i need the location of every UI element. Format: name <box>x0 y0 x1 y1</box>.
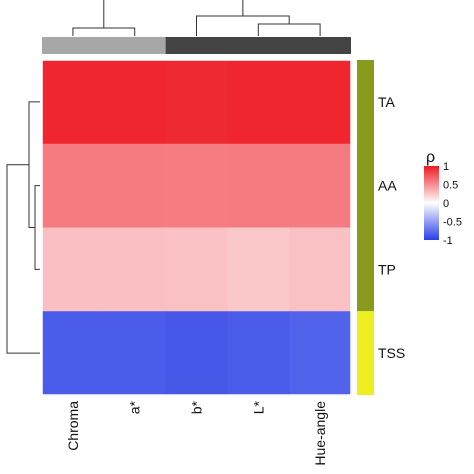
row-group-segment <box>357 60 374 312</box>
heatmap-cell <box>289 227 352 312</box>
heatmap-cell <box>165 227 228 312</box>
heatmap-cell <box>165 60 228 145</box>
heatmap-border <box>41 59 352 396</box>
row-labels: TA AA TP TSS <box>378 94 405 361</box>
row-label: AA <box>378 178 397 194</box>
column-label: b* <box>189 400 205 414</box>
dendrogram-branch <box>6 164 40 354</box>
heatmap-cell <box>42 227 105 312</box>
colorbar-tick-label: -0.5 <box>443 217 462 229</box>
colorbar-tick-label: -1 <box>443 235 453 247</box>
dendrogram-branch <box>72 27 136 36</box>
column-dendrogram <box>72 0 321 36</box>
heatmap-cell <box>227 60 290 145</box>
colorbar-legend: ρ 1 0.5 0 -0.5 -1 <box>424 149 462 247</box>
column-labels: Chroma a* b* L* Hue-angle <box>65 400 328 465</box>
heatmap-cell <box>165 143 228 229</box>
colorbar-ticks: 1 0.5 0 -0.5 -1 <box>439 161 462 247</box>
column-group-segment <box>42 37 166 54</box>
heatmap-cell <box>42 311 105 396</box>
dendrogram-branch <box>103 0 244 28</box>
colorbar-gradient <box>424 166 439 240</box>
colorbar-tick-label: 0 <box>443 198 449 210</box>
heatmap-cell <box>227 311 290 396</box>
row-label: TA <box>378 94 396 110</box>
dendrogram-branch <box>196 15 290 36</box>
heatmap-cell <box>103 311 167 396</box>
row-label: TSS <box>378 345 405 361</box>
column-label: Hue-angle <box>312 401 328 466</box>
heatmap-cell <box>42 143 105 229</box>
colorbar-title: ρ <box>426 149 435 166</box>
column-group-bar <box>42 37 351 54</box>
colorbar-tick-label: 1 <box>443 161 449 173</box>
row-label: TP <box>378 261 396 277</box>
colorbar-tick-label: 0.5 <box>443 180 458 192</box>
heatmap-cell <box>289 311 352 396</box>
heatmap-cell <box>227 143 290 229</box>
row-dendrogram <box>6 101 40 354</box>
row-group-bar <box>357 60 374 395</box>
column-label: L* <box>250 400 266 414</box>
heatmap-cell <box>103 143 167 229</box>
heatmap-cell <box>103 60 167 145</box>
row-group-segment <box>357 311 374 395</box>
heatmap-cells <box>41 59 352 396</box>
heatmap-cell <box>289 60 352 145</box>
heatmap-cell <box>103 227 167 312</box>
column-group-segment <box>165 37 351 54</box>
heatmap-cell <box>42 60 105 145</box>
dendrogram-branch <box>257 23 321 36</box>
dendrogram-branch <box>34 185 40 270</box>
column-label: a* <box>127 400 143 414</box>
heatmap-cell <box>289 143 352 229</box>
heatmap-cell <box>227 227 290 312</box>
column-label: Chroma <box>65 401 81 451</box>
heatmap-cell <box>165 311 228 396</box>
